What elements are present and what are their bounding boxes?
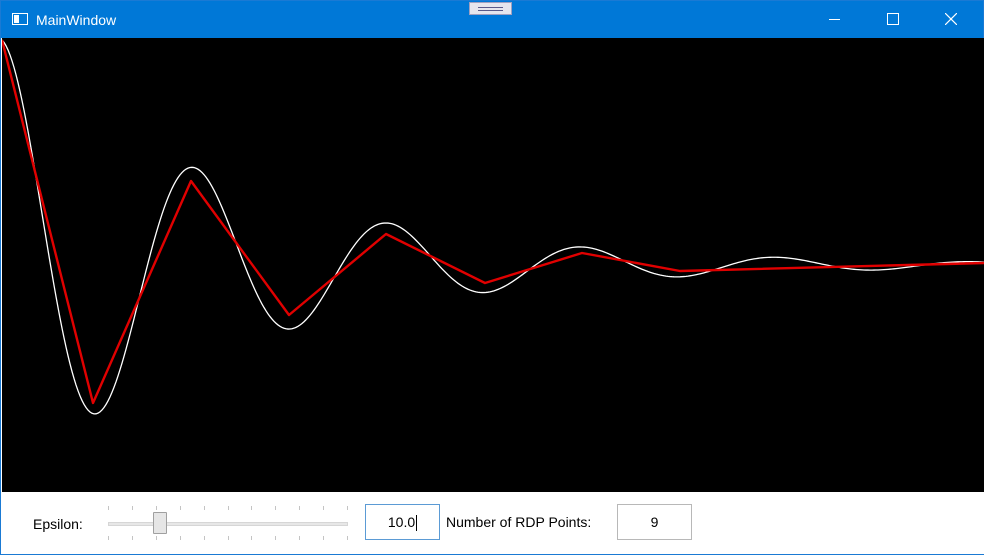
slider-tick xyxy=(299,536,300,540)
close-icon xyxy=(945,13,957,25)
maximize-button[interactable] xyxy=(871,1,917,38)
minimize-button[interactable] xyxy=(813,1,859,38)
epsilon-label: Epsilon: xyxy=(33,516,83,532)
slider-track[interactable] xyxy=(108,522,348,526)
slider-tick xyxy=(132,536,133,540)
slider-tick xyxy=(299,506,300,510)
minimize-icon xyxy=(829,19,840,20)
window-title: MainWindow xyxy=(36,12,117,28)
slider-tick xyxy=(228,506,229,510)
app-icon xyxy=(12,13,28,25)
slider-tick xyxy=(156,536,157,540)
slider-tick xyxy=(251,506,252,510)
plot-svg xyxy=(2,39,984,415)
maximize-icon xyxy=(887,13,899,25)
slider-tick xyxy=(180,536,181,540)
rdp-simplified-curve xyxy=(2,39,984,405)
slider-tick xyxy=(275,536,276,540)
slider-tick xyxy=(251,536,252,540)
title-bar[interactable]: MainWindow xyxy=(1,1,983,38)
rdp-points-count: 9 xyxy=(617,504,692,540)
plot-canvas xyxy=(2,38,984,492)
drag-grip-icon[interactable] xyxy=(469,2,512,15)
close-button[interactable] xyxy=(929,1,975,38)
epsilon-slider[interactable] xyxy=(108,503,348,543)
slider-tick xyxy=(180,506,181,510)
slider-tick xyxy=(323,506,324,510)
slider-tick xyxy=(347,536,348,540)
slider-tick xyxy=(323,536,324,540)
slider-tick xyxy=(275,506,276,510)
text-caret xyxy=(416,515,418,532)
rdp-points-label: Number of RDP Points: xyxy=(446,514,592,530)
slider-tick xyxy=(228,536,229,540)
slider-tick xyxy=(204,536,205,540)
epsilon-input[interactable]: 10.0 xyxy=(365,504,440,540)
slider-tick xyxy=(108,506,109,510)
rdp-points-value: 9 xyxy=(650,514,659,530)
slider-tick xyxy=(108,536,109,540)
slider-tick xyxy=(347,506,348,510)
slider-tick xyxy=(132,506,133,510)
slider-tick xyxy=(204,506,205,510)
slider-tick xyxy=(156,506,157,510)
controls-panel: Epsilon: 10.0 Number of RDP Points: 9 xyxy=(2,492,984,554)
epsilon-value: 10.0 xyxy=(387,514,416,530)
original-curve xyxy=(2,39,984,415)
slider-thumb[interactable] xyxy=(153,512,167,534)
